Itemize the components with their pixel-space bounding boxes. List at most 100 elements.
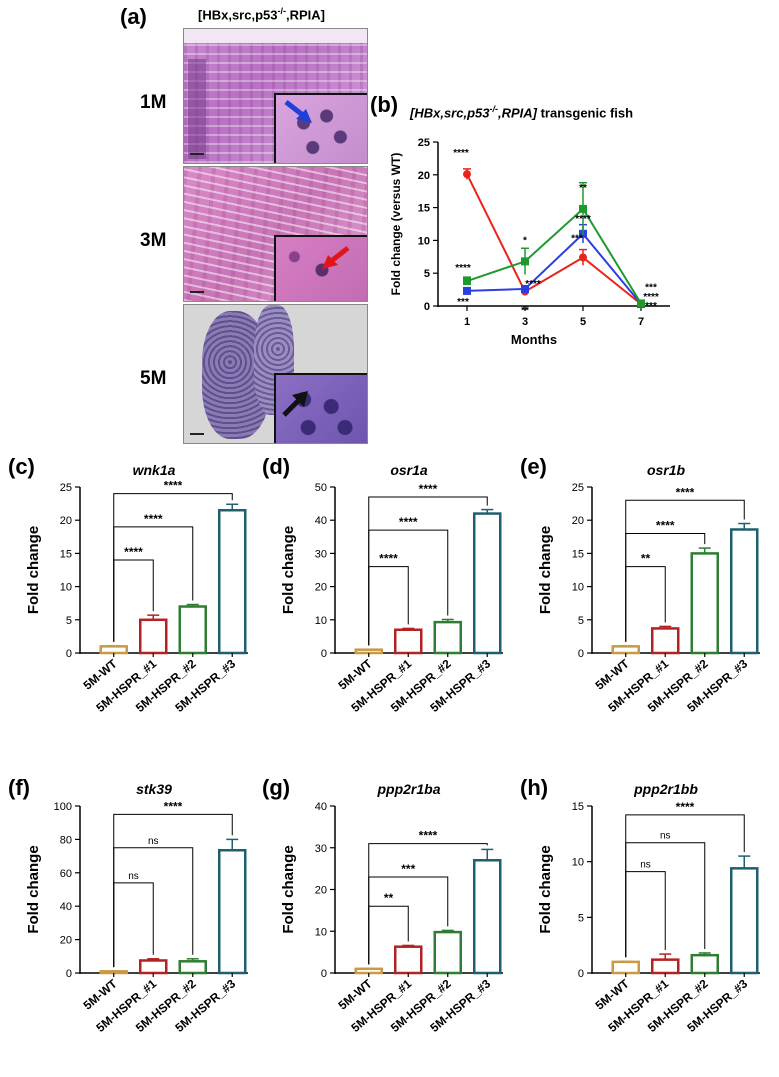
y-tick-label: 20 [315, 582, 327, 594]
scale-bar [190, 153, 204, 155]
y-tick-label: 15 [572, 548, 584, 560]
significance-label: **** [124, 545, 143, 559]
tissue-band [188, 59, 206, 159]
bar [139, 618, 168, 655]
significance-label: **** [575, 214, 591, 225]
data-point [463, 277, 471, 286]
comparison-bracket [113, 882, 154, 968]
y-tick-label: 80 [60, 834, 72, 846]
y-tick-label: 0 [66, 648, 72, 660]
significance-label: * [523, 235, 527, 246]
significance-label: ** [579, 183, 587, 194]
y-axis-label: Fold change [537, 845, 554, 933]
bar [218, 849, 247, 975]
bar [473, 512, 502, 655]
bar [178, 960, 207, 975]
y-axis-label: Fold change [280, 526, 297, 614]
bar [139, 959, 168, 975]
y-tick-label: 5 [578, 912, 584, 924]
data-point [637, 299, 645, 308]
significance-label: **** [419, 829, 438, 843]
y-tick-label: 0 [578, 968, 584, 980]
significance-label: ** [641, 552, 651, 566]
tissue-edge [184, 29, 367, 43]
significance-label: ns [128, 871, 139, 882]
significance-label: *** [401, 862, 415, 876]
y-tick-label: 40 [315, 515, 327, 527]
black-arrow-icon [282, 391, 308, 417]
y-tick-label: 25 [572, 482, 584, 494]
series-line [466, 232, 642, 305]
panel-a-title-sup: -/- [277, 6, 286, 16]
significance-label: *** [571, 233, 583, 244]
scale-bar [190, 433, 204, 435]
significance-label: **** [164, 479, 183, 493]
y-axis-label: Fold change (versus WT) [389, 153, 403, 296]
significance-label: ns [640, 860, 651, 871]
y-tick-label: 10 [315, 615, 327, 627]
panel-letter-e: (e) [520, 454, 547, 479]
comparison-bracket [625, 871, 666, 958]
panel-b-letter: (b) [370, 92, 399, 117]
y-tick-label: 5 [578, 615, 584, 627]
significance-label: **** [525, 279, 541, 290]
significance-label: ** [521, 306, 529, 317]
y-axis-label: Fold change [25, 526, 42, 614]
comparison-bracket [113, 813, 233, 968]
panel-a-letter: (a) [120, 4, 147, 29]
bar [99, 645, 128, 655]
y-tick-label: 5 [424, 268, 430, 280]
significance-label: **** [676, 800, 695, 814]
panel-letter-f: (f) [8, 775, 30, 800]
y-tick-label: 100 [54, 801, 72, 813]
x-tick-label: 5 [580, 316, 586, 328]
data-point [521, 284, 529, 293]
y-axis-label: Fold change [25, 845, 42, 933]
histology-image-5m [183, 304, 368, 444]
inset-3m [274, 235, 367, 301]
data-point [579, 204, 587, 213]
bar [730, 528, 759, 655]
y-tick-label: 10 [418, 235, 430, 247]
panel-b-title-sup: -/- [489, 104, 498, 114]
red-arrow-icon [322, 246, 350, 269]
x-tick-label: 3 [522, 316, 528, 328]
series-line [466, 173, 642, 305]
chart-title: osr1a [390, 462, 428, 478]
y-tick-label: 40 [315, 801, 327, 813]
y-tick-label: 0 [66, 968, 72, 980]
y-axis-label: Fold change [537, 526, 554, 614]
significance-label: **** [453, 148, 469, 159]
panel-letter-h: (h) [520, 775, 549, 800]
x-tick-label: 1 [464, 316, 470, 328]
comparison-bracket [113, 493, 233, 642]
comparison-bracket [113, 559, 154, 642]
comparison-bracket [625, 814, 745, 958]
data-point [463, 286, 471, 295]
y-tick-label: 0 [424, 301, 430, 313]
significance-label: **** [656, 518, 675, 532]
scale-bar [190, 291, 204, 293]
y-tick-label: 10 [60, 582, 72, 594]
panel-b-title-post: ,RPIA] [497, 105, 537, 121]
y-tick-label: 5 [66, 615, 72, 627]
y-tick-label: 40 [60, 901, 72, 913]
data-point [521, 257, 529, 266]
bar [473, 859, 502, 975]
y-tick-label: 15 [572, 801, 584, 813]
y-tick-label: 20 [60, 515, 72, 527]
significance-label: **** [455, 263, 471, 274]
x-tick-label: 7 [638, 316, 644, 328]
histology-image-1m [183, 28, 368, 164]
panel-a-title-text: [HBx,src,p53 [198, 7, 278, 23]
bar [178, 605, 207, 655]
significance-label: **** [419, 482, 438, 496]
y-tick-label: 0 [321, 968, 327, 980]
chart-title: ppp2r1ba [376, 781, 440, 797]
chart-title: stk39 [136, 781, 172, 797]
panel-b-title-rest: transgenic fish [536, 105, 634, 121]
hist-row-label-3m: 3M [140, 230, 167, 251]
y-tick-label: 10 [315, 926, 327, 938]
y-tick-label: 60 [60, 868, 72, 880]
